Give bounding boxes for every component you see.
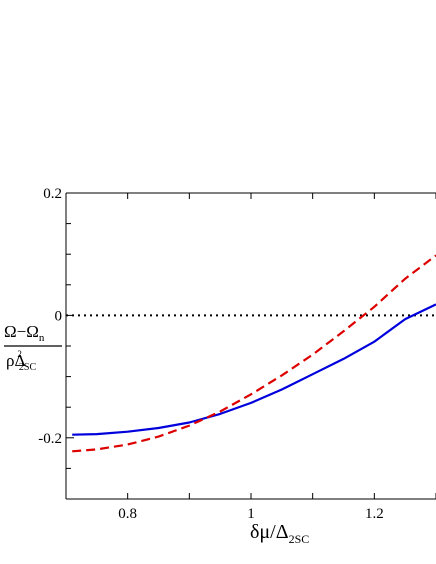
y-tick-label-2: -0.2 — [38, 431, 62, 447]
series-group — [72, 254, 436, 453]
y-axis-label-den-sup: 2 — [17, 349, 22, 359]
x-tick-label-1: 1 — [247, 506, 255, 522]
axis-ticks — [65, 192, 436, 499]
x-axis-label-main: δμ/Δ — [250, 521, 289, 543]
y-tick-label-0: 0.2 — [43, 186, 62, 202]
y-axis-label-num-main: Ω−Ω — [4, 322, 39, 341]
plot-frame — [65, 192, 436, 500]
x-axis-label-sub: 2SC — [289, 532, 310, 546]
y-axis-label-den-main: ρΔ — [6, 351, 25, 370]
y-axis-label-numerator: Ω−Ωn — [4, 322, 45, 344]
series-line-2-dashed — [72, 254, 436, 453]
y-axis-label: Ω−Ωn ρΔ2 2SC — [4, 322, 62, 373]
tick-labels: 0.8 1 1.2 0.2 0 -0.2 — [38, 186, 383, 522]
x-tick-label-0: 0.8 — [118, 506, 137, 522]
x-axis-label: δμ/Δ2SC — [250, 521, 309, 546]
series-line-1-solid — [72, 303, 436, 436]
x-tick-label-2: 1.2 — [365, 506, 384, 522]
y-axis-label-denominator: ρΔ2 2SC — [6, 349, 36, 373]
y-axis-label-num-sub: n — [39, 332, 45, 344]
y-tick-label-1: 0 — [55, 308, 63, 324]
y-axis-label-den-sub: 2SC — [19, 362, 37, 373]
